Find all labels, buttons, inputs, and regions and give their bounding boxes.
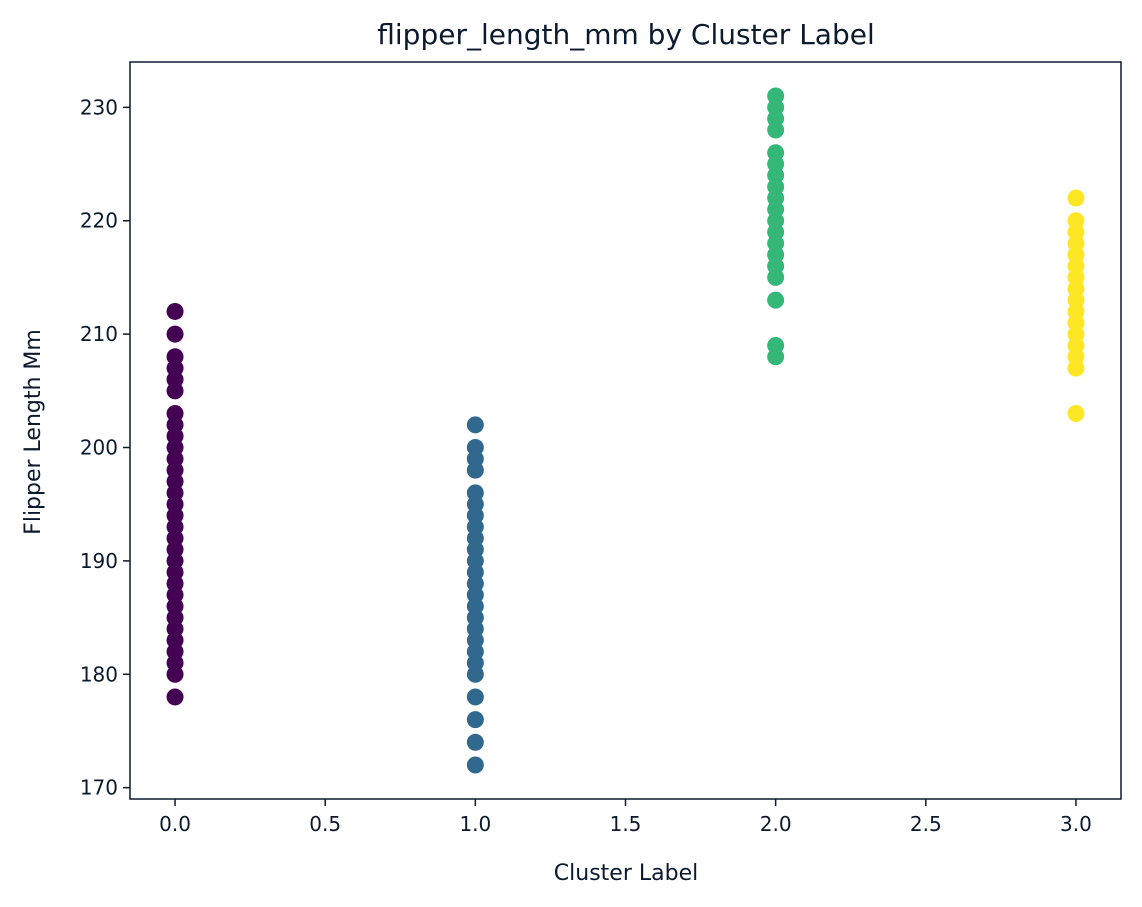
x-tick-label: 2.5 <box>910 812 942 836</box>
data-point <box>1067 212 1085 230</box>
plot-frame <box>129 61 1122 800</box>
data-point <box>767 291 785 309</box>
data-point <box>767 144 785 162</box>
data-point <box>166 325 184 343</box>
data-point <box>767 87 785 105</box>
data-point <box>466 439 484 457</box>
y-tick-label: 180 <box>80 662 118 686</box>
chart-title: flipper_length_mm by Cluster Label <box>377 18 874 51</box>
y-tick-label: 170 <box>80 776 118 800</box>
x-tick-label: 1.0 <box>459 812 491 836</box>
data-point <box>466 688 484 706</box>
data-point <box>166 688 184 706</box>
y-tick-label: 210 <box>80 322 118 346</box>
data-point <box>767 336 785 354</box>
ticks-layer: 0.0 0.5 1.0 1.5 2.0 2.5 3.0 170 180 190 200 210 220 2… <box>80 95 1092 836</box>
x-axis-label: Cluster Label <box>554 861 698 886</box>
data-point <box>466 756 484 774</box>
y-tick-label: 220 <box>80 209 118 233</box>
data-point <box>166 302 184 320</box>
points-layer <box>166 87 1085 774</box>
cluster-0-points <box>166 302 184 706</box>
data-point <box>466 711 484 729</box>
x-tick-label: 1.5 <box>610 812 642 836</box>
x-tick-label: 2.0 <box>760 812 792 836</box>
data-point <box>466 733 484 751</box>
cluster-2-points <box>767 87 785 366</box>
data-point <box>466 416 484 434</box>
cluster-1-points <box>466 416 484 774</box>
y-axis-label: Flipper Length Mm <box>21 329 46 535</box>
data-point <box>1067 404 1085 422</box>
y-tick-label: 190 <box>80 549 118 573</box>
data-point <box>1067 189 1085 207</box>
y-tick-label: 230 <box>80 95 118 119</box>
x-tick-label: 0.0 <box>159 812 191 836</box>
y-tick-label: 200 <box>80 436 118 460</box>
x-tick-label: 3.0 <box>1060 812 1092 836</box>
data-point <box>166 348 184 366</box>
data-point <box>166 404 184 422</box>
x-tick-label: 0.5 <box>309 812 341 836</box>
data-point <box>466 484 484 502</box>
cluster-3-points <box>1067 189 1085 422</box>
